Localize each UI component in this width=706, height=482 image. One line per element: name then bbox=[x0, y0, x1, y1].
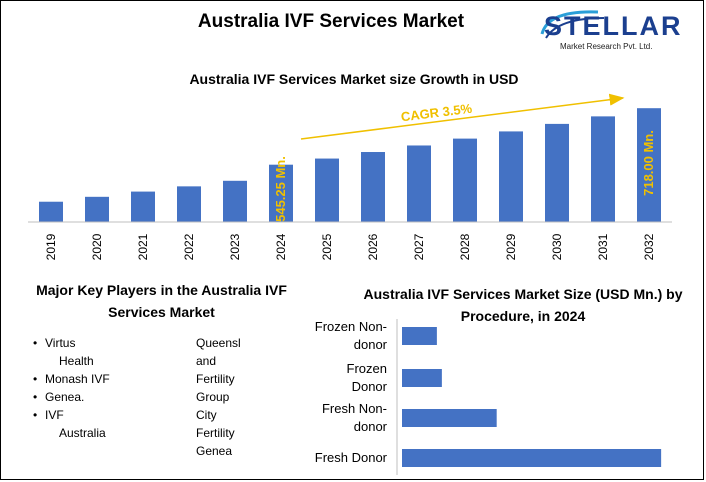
player-line: and bbox=[196, 354, 217, 368]
growth-tick-label: 2028 bbox=[458, 233, 472, 260]
growth-tick-label: 2026 bbox=[366, 233, 380, 260]
growth-bar-2025 bbox=[315, 158, 339, 222]
player-line: Queensl bbox=[196, 336, 241, 350]
growth-bar-2030 bbox=[545, 123, 569, 222]
growth-bar-2022 bbox=[177, 186, 201, 222]
growth-bar-2028 bbox=[453, 138, 477, 222]
growth-chart-title: Australia IVF Services Market size Growt… bbox=[189, 71, 519, 87]
growth-tick-label: 2021 bbox=[136, 233, 150, 260]
key-players-title-line-1: Major Key Players in the Australia IVF bbox=[36, 282, 287, 298]
stellar-logo: STELLAR Market Research Pvt. Ltd. bbox=[536, 5, 696, 55]
procedure-bar bbox=[402, 409, 497, 427]
main-title: Australia IVF Services Market bbox=[197, 11, 465, 32]
player-line: Fertility bbox=[196, 426, 235, 440]
growth-bar-2024 bbox=[269, 164, 293, 222]
growth-tick-label: 2022 bbox=[182, 233, 196, 260]
growth-bar-2031 bbox=[591, 116, 615, 222]
player-item-continued: Australia bbox=[59, 426, 106, 440]
procedure-bar bbox=[402, 449, 662, 467]
player-line: City bbox=[196, 408, 217, 422]
growth-tick-label: 2019 bbox=[44, 233, 58, 260]
growth-chart: 2019 2020 2021 2022 2023 2024 2025 2026 2027 2028… bbox=[28, 93, 672, 260]
key-players-column-2: Queensl and Fertility Group City Fertili… bbox=[196, 334, 276, 460]
player-item: Genea. bbox=[33, 388, 173, 406]
player-item: IVF bbox=[33, 406, 173, 424]
growth-bar-2027 bbox=[407, 145, 431, 222]
growth-tick-label: 2031 bbox=[596, 233, 610, 260]
procedure-category-label-line: Donor bbox=[351, 379, 387, 394]
growth-tick-label: 2025 bbox=[320, 233, 334, 260]
growth-tick-label: 2020 bbox=[90, 233, 104, 260]
player-item-continued: Health bbox=[59, 354, 94, 368]
procedure-category-label-line: Fresh Donor bbox=[314, 450, 387, 465]
end-value-label: 718.00 Mn. bbox=[641, 130, 656, 196]
growth-tick-label: 2029 bbox=[504, 233, 518, 260]
start-value-label: 545.25 Mn. bbox=[273, 156, 288, 222]
player-item: Monash IVF bbox=[33, 370, 173, 388]
procedure-bar bbox=[402, 369, 442, 387]
procedure-category-label-line: Frozen bbox=[346, 361, 387, 376]
growth-tick-label: 2027 bbox=[412, 233, 426, 260]
logo-subtitle: Market Research Pvt. Ltd. bbox=[560, 42, 653, 51]
procedure-bar bbox=[402, 327, 437, 345]
growth-bar-2020 bbox=[85, 196, 109, 222]
procedure-category-label-line: Fresh Non- bbox=[321, 401, 387, 416]
player-line: Genea bbox=[196, 444, 233, 458]
key-players-title: Major Key Players in the Australia IVF S… bbox=[19, 279, 304, 323]
procedure-category-label-line: donor bbox=[353, 419, 387, 434]
logo-swoosh-icon bbox=[540, 10, 605, 39]
procedure-category-label: Fresh Donor bbox=[301, 449, 387, 467]
growth-bar-2026 bbox=[361, 152, 385, 222]
growth-tick-label: 2032 bbox=[642, 233, 656, 260]
player-item: Virtus bbox=[33, 334, 173, 352]
growth-tick-label: 2023 bbox=[228, 233, 242, 260]
growth-bar-2023 bbox=[223, 180, 247, 222]
player-line: Group bbox=[196, 390, 230, 404]
procedure-category-label-line: donor bbox=[353, 337, 387, 352]
growth-bar-2019 bbox=[39, 201, 63, 222]
procedure-category-label-line: Frozen Non- bbox=[314, 319, 387, 334]
procedure-category-label: Fresh Non-donor bbox=[301, 400, 387, 436]
key-players-title-line-2: Services Market bbox=[108, 304, 215, 320]
player-line: Fertility bbox=[196, 372, 235, 386]
cagr-arrow bbox=[300, 93, 625, 140]
key-players-column-1: Virtus Health Monash IVF Genea. IVF Aust… bbox=[33, 334, 173, 442]
procedure-category-label: Frozen Non-donor bbox=[301, 318, 387, 354]
logo-word: STELLAR bbox=[544, 11, 683, 41]
growth-tick-label: 2030 bbox=[550, 233, 564, 260]
procedure-category-label: Frozen Donor bbox=[301, 360, 387, 396]
growth-bar-2021 bbox=[131, 191, 155, 222]
growth-bar-2032 bbox=[637, 108, 661, 222]
growth-bar-2029 bbox=[499, 131, 523, 222]
procedure-chart-title: Australia IVF Services Market Size (USD … bbox=[363, 286, 683, 324]
growth-tick-label: 2024 bbox=[274, 233, 288, 260]
